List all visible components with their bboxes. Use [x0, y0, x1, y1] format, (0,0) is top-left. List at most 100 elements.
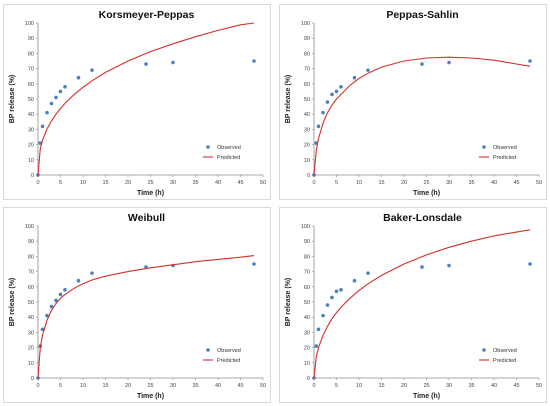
x-axis-label: Time (h)	[413, 393, 440, 400]
y-tick-label: 70	[304, 67, 310, 73]
x-tick-label: 0	[36, 180, 39, 186]
y-axis-label: BP release (%)	[285, 75, 292, 124]
y-tick-label: 60	[28, 82, 34, 88]
y-tick-label: 20	[28, 143, 34, 149]
chart-svg: Weibull 0 5 10 15 20 25 30 35 40 45 50 0 10 20 30 40 50 60…	[9, 212, 266, 400]
y-tick-label: 20	[304, 346, 310, 352]
predicted-series-line	[313, 229, 531, 379]
observed-data-point	[330, 92, 334, 97]
observed-data-point	[49, 304, 54, 309]
observed-data-point	[58, 89, 63, 94]
observed-data-point	[63, 85, 67, 89]
y-tick-label: 30	[28, 330, 34, 336]
observed-data-point	[325, 100, 330, 104]
observed-data-point	[252, 262, 256, 266]
observed-data-point	[366, 68, 370, 72]
observed-data-point	[420, 265, 424, 269]
x-tick-label: 25	[147, 383, 153, 389]
observed-data-point	[40, 124, 45, 129]
chart-panel-baker-lonsdale: Baker-Lonsdale 0 5 10 15 20 25 30 35 40 45 50 0 10 20 3…	[279, 207, 547, 403]
chart-title: Korsmeyer-Peppas	[99, 9, 195, 21]
legend-label: Observed	[217, 145, 241, 151]
y-tick-label: 0	[307, 376, 310, 382]
observed-data-point	[90, 68, 94, 72]
x-tick-label: 15	[378, 383, 384, 389]
y-tick-label: 100	[25, 224, 34, 230]
y-tick-label: 50	[304, 300, 310, 306]
x-tick-label: 25	[423, 180, 429, 186]
x-tick-label: 0	[312, 383, 315, 389]
x-tick-label: 50	[536, 180, 542, 186]
chart-title: Baker-Lonsdale	[383, 212, 462, 224]
x-tick-label: 35	[192, 180, 198, 186]
chart-title: Weibull	[128, 212, 165, 224]
y-tick-label: 20	[28, 346, 34, 352]
observed-data-point	[334, 89, 339, 94]
y-tick-label: 100	[301, 224, 310, 230]
x-tick-label: 45	[237, 180, 243, 186]
y-tick-label: 10	[28, 361, 34, 367]
x-tick-label: 10	[80, 383, 86, 389]
x-tick-label: 35	[192, 383, 198, 389]
chart-panel-weibull: Weibull 0 5 10 15 20 25 30 35 40 45 50 0 10 20 30 40 50 60…	[3, 207, 271, 403]
x-tick-label: 25	[423, 383, 429, 389]
observed-data-point	[528, 262, 532, 266]
x-tick-label: 30	[446, 383, 452, 389]
observed-data-point	[447, 60, 451, 65]
legend-label: Observed	[493, 145, 517, 151]
observed-data-point	[366, 271, 370, 275]
observed-data-point	[54, 95, 58, 100]
observed-data-point	[45, 110, 49, 115]
x-tick-label: 5	[59, 383, 62, 389]
observed-data-point	[316, 124, 321, 129]
observed-data-point	[144, 62, 148, 66]
observed-data-point	[76, 278, 81, 283]
x-tick-label: 30	[170, 383, 176, 389]
y-tick-label: 40	[304, 315, 310, 321]
observed-data-point	[334, 289, 339, 294]
observed-data-point	[76, 75, 81, 80]
x-tick-label: 50	[260, 180, 266, 186]
observed-data-point	[325, 303, 330, 307]
y-tick-label: 80	[28, 254, 34, 260]
chart-svg: Peppas-Sahlin 0 5 10 15 20 25 30 35 40 45 50 0 10 20 30…	[285, 9, 542, 197]
x-tick-label: 5	[335, 180, 338, 186]
observed-data-point	[45, 313, 49, 318]
x-tick-label: 40	[491, 180, 497, 186]
x-tick-label: 40	[491, 383, 497, 389]
y-tick-label: 80	[28, 51, 34, 57]
observed-data-point	[63, 288, 67, 292]
observed-data-point	[49, 101, 54, 106]
x-tick-label: 5	[335, 383, 338, 389]
x-tick-label: 10	[356, 180, 362, 186]
x-axis-label: Time (h)	[137, 393, 164, 400]
y-tick-label: 40	[304, 112, 310, 118]
legend-label: Predicted	[493, 358, 516, 364]
chart-svg: Baker-Lonsdale 0 5 10 15 20 25 30 35 40 45 50 0 10 20 3…	[285, 212, 542, 400]
legend-swatch-marker	[206, 348, 210, 352]
chart-panel-korsmeyer-peppas: Korsmeyer-Peppas 0 5 10 15 20 25 30 35 40 45 50 0 10 2…	[3, 4, 271, 200]
y-tick-label: 30	[304, 127, 310, 133]
observed-data-point	[54, 298, 58, 303]
x-tick-label: 45	[237, 383, 243, 389]
y-tick-label: 60	[28, 285, 34, 291]
observed-data-point	[447, 263, 451, 268]
y-tick-label: 0	[31, 173, 34, 179]
x-tick-label: 45	[513, 383, 519, 389]
y-axis-label: BP release (%)	[9, 75, 16, 124]
x-tick-label: 20	[125, 383, 131, 389]
observed-data-point	[330, 295, 334, 300]
x-tick-label: 30	[170, 180, 176, 186]
observed-data-point	[352, 75, 357, 80]
observed-data-point	[339, 85, 343, 89]
x-tick-label: 15	[102, 180, 108, 186]
observed-data-point	[316, 327, 321, 332]
y-tick-label: 20	[304, 143, 310, 149]
y-tick-label: 70	[304, 270, 310, 276]
y-tick-label: 90	[28, 36, 34, 42]
x-tick-label: 45	[513, 180, 519, 186]
y-tick-label: 50	[28, 300, 34, 306]
x-tick-label: 20	[125, 180, 131, 186]
y-tick-label: 10	[304, 158, 310, 164]
y-tick-label: 80	[304, 51, 310, 57]
